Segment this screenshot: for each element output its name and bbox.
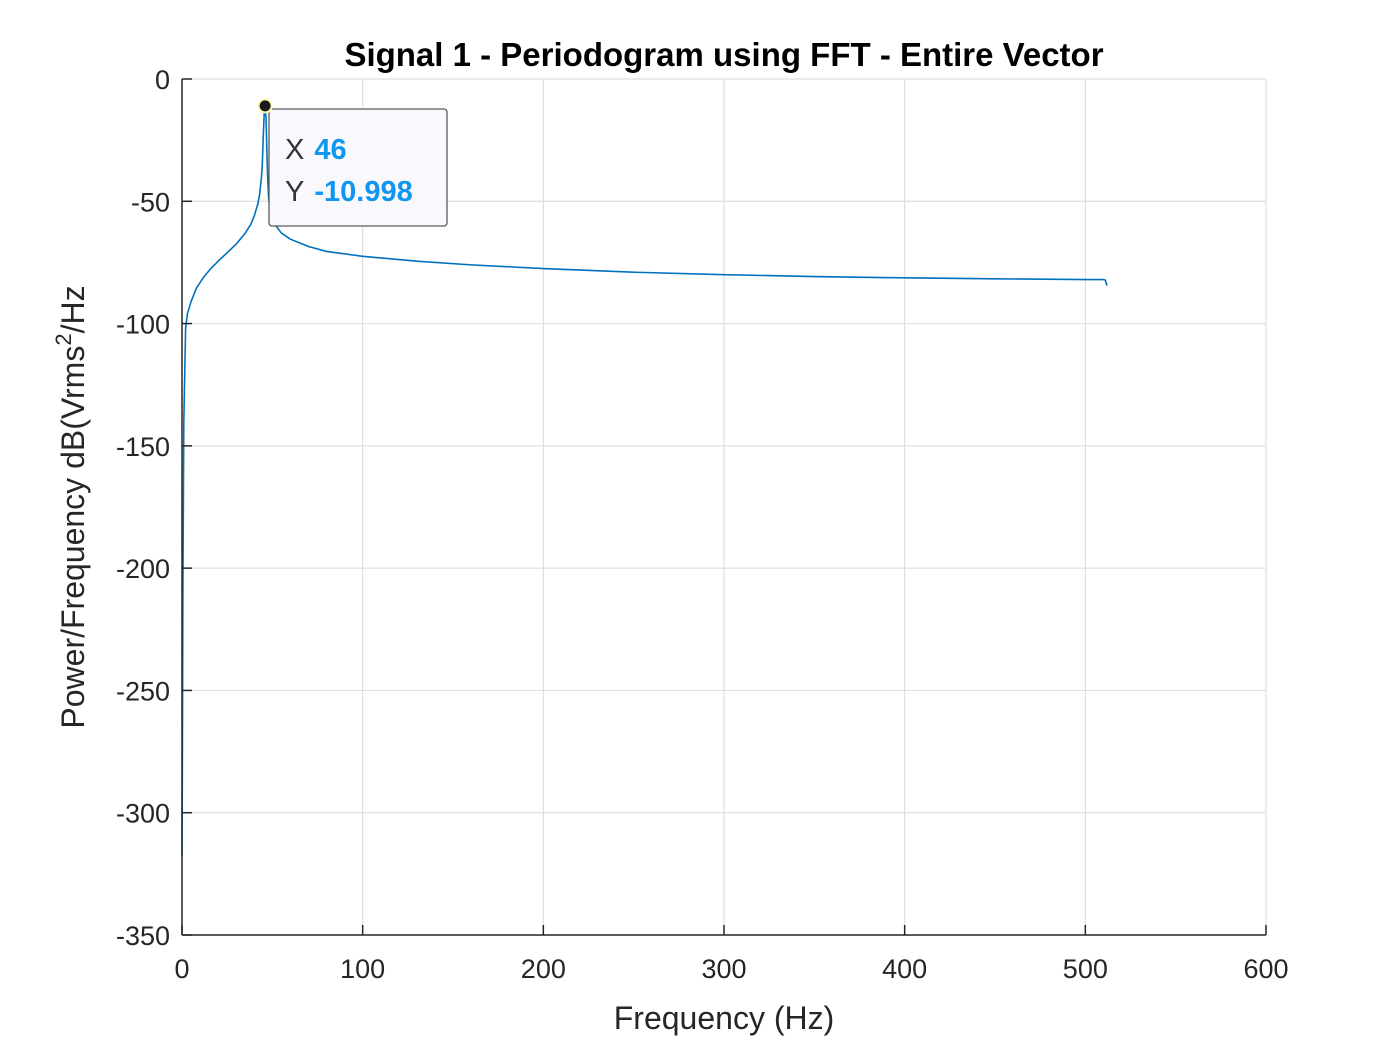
y-tick-label: -50 (131, 187, 170, 217)
y-axis-label: Power/Frequency dB(Vrms2/Hz (51, 285, 91, 728)
tick-labels: 0 100 200 300 400 500 600 0 -50 -100 -150 -200 -250 -… (116, 65, 1289, 984)
series-line (181, 105, 1108, 857)
y-tick-label: -150 (116, 432, 170, 462)
x-tick-label: 300 (701, 954, 746, 984)
datatip-x-row: X 46 (285, 134, 347, 166)
x-tick-label: 100 (340, 954, 385, 984)
x-tick-label: 400 (882, 954, 927, 984)
datatip-y-value: -10.998 (314, 176, 412, 208)
datatip[interactable]: X 46 Y -10.998 (257, 98, 448, 227)
datatip-y-key: Y (285, 176, 304, 208)
x-tick-label: 200 (521, 954, 566, 984)
x-tick-label: 600 (1243, 954, 1288, 984)
axes (181, 78, 1267, 936)
datatip-x-value: 46 (314, 134, 346, 166)
x-tick-label: 500 (1063, 954, 1108, 984)
y-tick-label: -300 (116, 799, 170, 829)
chart-title: Signal 1 - Periodogram using FFT - Entir… (344, 36, 1103, 73)
x-tick-label: 0 (174, 954, 189, 984)
y-axis-label-superscript: 2 (51, 333, 76, 345)
y-tick-label: -250 (116, 676, 170, 706)
datatip-x-key: X (285, 134, 304, 166)
y-tick-label: -350 (116, 921, 170, 951)
y-axis-label-unit: /Hz (55, 285, 91, 333)
y-axis-label-main: Power/Frequency dB(Vrms (55, 346, 91, 729)
y-tick-label: -100 (116, 310, 170, 340)
x-axis-label: Frequency (Hz) (614, 1000, 835, 1036)
datatip-y-row: Y -10.998 (285, 176, 413, 208)
datatip-box[interactable] (268, 108, 448, 227)
datatip-marker[interactable] (257, 98, 273, 114)
y-tick-label: 0 (155, 65, 170, 95)
series-group (181, 105, 1108, 857)
y-tick-label: -200 (116, 554, 170, 584)
